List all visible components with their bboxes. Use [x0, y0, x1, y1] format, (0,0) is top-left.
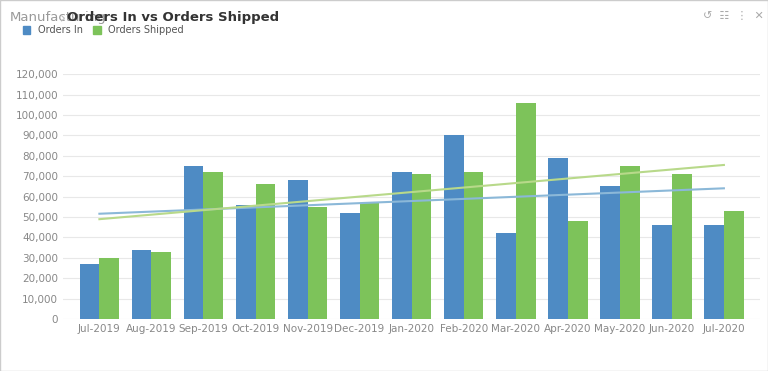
Bar	[620, 166, 640, 319]
Bar	[131, 250, 151, 319]
Bar	[412, 174, 432, 319]
Bar	[724, 211, 743, 319]
Bar	[600, 186, 620, 319]
Bar	[392, 172, 412, 319]
Bar	[256, 184, 275, 319]
Bar	[444, 135, 464, 319]
Bar	[568, 221, 588, 319]
Text: ↺  ☷  ⋮  ✕: ↺ ☷ ⋮ ✕	[703, 11, 763, 21]
Bar	[339, 213, 359, 319]
Bar	[672, 174, 692, 319]
Text: Manufacturing: Manufacturing	[10, 11, 107, 24]
Bar	[204, 172, 223, 319]
Bar	[307, 207, 327, 319]
Bar	[496, 233, 516, 319]
Bar	[151, 252, 171, 319]
Text: ›: ›	[59, 11, 65, 26]
Bar	[184, 166, 204, 319]
Bar	[99, 258, 119, 319]
Bar	[652, 225, 672, 319]
Bar	[236, 205, 256, 319]
Bar	[288, 180, 307, 319]
Bar	[464, 172, 484, 319]
Text: Orders In vs Orders Shipped: Orders In vs Orders Shipped	[67, 11, 279, 24]
Bar	[516, 103, 535, 319]
Legend: Orders In, Orders Shipped: Orders In, Orders Shipped	[22, 25, 184, 35]
Bar	[80, 264, 99, 319]
Bar	[359, 203, 379, 319]
Bar	[704, 225, 724, 319]
Bar	[548, 158, 568, 319]
